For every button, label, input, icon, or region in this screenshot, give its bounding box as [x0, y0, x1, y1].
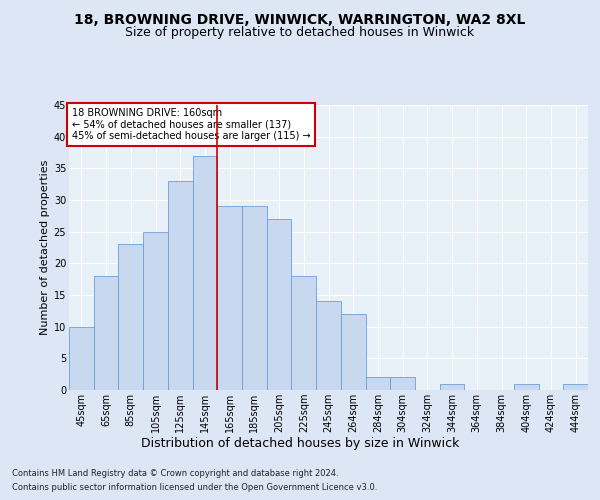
Bar — [193, 156, 217, 390]
Bar — [390, 378, 415, 390]
Text: 18, BROWNING DRIVE, WINWICK, WARRINGTON, WA2 8XL: 18, BROWNING DRIVE, WINWICK, WARRINGTON,… — [74, 12, 526, 26]
Bar — [316, 302, 341, 390]
Y-axis label: Number of detached properties: Number of detached properties — [40, 160, 50, 335]
Bar — [118, 244, 143, 390]
Text: Contains public sector information licensed under the Open Government Licence v3: Contains public sector information licen… — [12, 484, 377, 492]
Bar — [242, 206, 267, 390]
Bar — [168, 181, 193, 390]
Bar — [440, 384, 464, 390]
Bar — [365, 378, 390, 390]
Text: Size of property relative to detached houses in Winwick: Size of property relative to detached ho… — [125, 26, 475, 39]
Text: Contains HM Land Registry data © Crown copyright and database right 2024.: Contains HM Land Registry data © Crown c… — [12, 468, 338, 477]
Text: Distribution of detached houses by size in Winwick: Distribution of detached houses by size … — [141, 438, 459, 450]
Bar — [143, 232, 168, 390]
Text: 18 BROWNING DRIVE: 160sqm
← 54% of detached houses are smaller (137)
45% of semi: 18 BROWNING DRIVE: 160sqm ← 54% of detac… — [71, 108, 310, 141]
Bar — [514, 384, 539, 390]
Bar — [69, 326, 94, 390]
Bar — [292, 276, 316, 390]
Bar — [94, 276, 118, 390]
Bar — [563, 384, 588, 390]
Bar — [341, 314, 365, 390]
Bar — [217, 206, 242, 390]
Bar — [267, 219, 292, 390]
